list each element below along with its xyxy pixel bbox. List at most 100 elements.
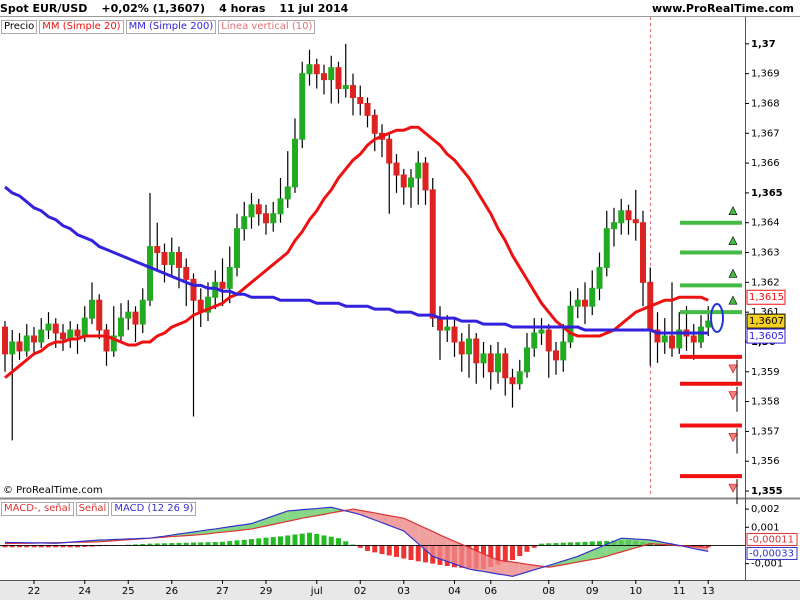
candle-body bbox=[458, 341, 465, 355]
candle-body bbox=[299, 73, 306, 140]
candle-body bbox=[161, 252, 168, 265]
price-label-box bbox=[746, 328, 786, 344]
histogram-bar bbox=[350, 544, 356, 546]
legend-signal: Señal bbox=[75, 502, 110, 516]
histogram-bar bbox=[2, 545, 8, 548]
candle-body bbox=[110, 335, 117, 352]
value-label: -0,00011 bbox=[749, 534, 794, 545]
histogram-bar bbox=[220, 541, 225, 546]
candle-body bbox=[632, 219, 639, 224]
candle-body bbox=[284, 186, 291, 200]
candle-body bbox=[313, 64, 320, 75]
macd-fill bbox=[461, 544, 469, 570]
x-tick-label: 24 bbox=[78, 586, 91, 597]
x-tick-label: 10 bbox=[629, 586, 642, 597]
candle-body bbox=[81, 317, 88, 337]
macd-fill bbox=[244, 523, 252, 530]
histogram-bar bbox=[539, 543, 544, 546]
histogram-bar bbox=[517, 545, 523, 556]
candle-body bbox=[661, 335, 668, 343]
histogram-bar bbox=[328, 536, 334, 546]
histogram-bar bbox=[241, 539, 247, 546]
x-tick-label: 02 bbox=[354, 586, 367, 597]
histogram-bar bbox=[604, 540, 610, 546]
histogram-bar bbox=[234, 540, 240, 546]
histogram-bar bbox=[38, 545, 44, 548]
histogram-bar bbox=[314, 534, 320, 546]
candle-body bbox=[154, 246, 161, 254]
x-tick-label: 22 bbox=[28, 586, 41, 597]
macd-panel bbox=[0, 506, 745, 577]
macd-fill bbox=[570, 556, 578, 564]
macd-fill bbox=[454, 541, 462, 567]
candle-body bbox=[393, 162, 400, 176]
x-tick-label: 27 bbox=[216, 586, 229, 597]
y-tick-label: 1,355 bbox=[751, 486, 783, 497]
candle-body bbox=[444, 326, 451, 331]
y-tick-label: 1,367 bbox=[751, 128, 780, 139]
histogram-bar bbox=[546, 543, 552, 546]
x-tick-label: 25 bbox=[122, 586, 135, 597]
candle-body bbox=[473, 338, 480, 364]
candle-body bbox=[386, 138, 393, 164]
candle-body bbox=[103, 329, 110, 352]
candle-body bbox=[654, 329, 661, 343]
histogram-bar bbox=[307, 532, 312, 546]
histogram-bar bbox=[183, 542, 189, 546]
candle-body bbox=[132, 311, 139, 325]
macd-fill bbox=[512, 562, 520, 577]
histogram-bar bbox=[162, 543, 167, 546]
macd-fill bbox=[309, 508, 317, 517]
candle-body bbox=[531, 332, 538, 349]
histogram-bar bbox=[372, 545, 378, 553]
candle-body bbox=[248, 204, 255, 218]
candle-body bbox=[277, 198, 284, 215]
histogram-bar bbox=[89, 545, 95, 547]
value-label: -0,00033 bbox=[749, 548, 794, 559]
candle-body bbox=[480, 353, 487, 364]
candle-body bbox=[690, 335, 697, 343]
histogram-bar bbox=[321, 535, 327, 546]
candle-body bbox=[60, 332, 66, 340]
x-tick-label: 06 bbox=[484, 586, 497, 597]
histogram-bar bbox=[705, 545, 711, 548]
y-tick-label: 1,369 bbox=[751, 69, 780, 80]
histogram-bar bbox=[365, 545, 370, 551]
candle-body bbox=[596, 266, 603, 289]
y-tick-label: 1,368 bbox=[751, 98, 780, 109]
histogram-bar bbox=[133, 544, 138, 546]
y-tick-label: 1,363 bbox=[751, 248, 780, 259]
candle-body bbox=[574, 299, 581, 307]
candle-body bbox=[357, 96, 364, 104]
value-label-box bbox=[746, 546, 798, 560]
candle-body bbox=[502, 353, 509, 379]
histogram-bar bbox=[408, 545, 414, 560]
histogram-bar bbox=[524, 545, 530, 552]
macd-fill bbox=[440, 534, 448, 562]
candle-body bbox=[2, 326, 8, 355]
macd-fill bbox=[592, 547, 600, 560]
macd-fill bbox=[382, 514, 390, 526]
x-tick-label: 26 bbox=[165, 586, 178, 597]
date: 11 jul 2014 bbox=[279, 1, 349, 15]
legend-vertical-line: Línea vertical (10) bbox=[218, 20, 316, 34]
histogram-bar bbox=[154, 543, 160, 546]
histogram-bar bbox=[24, 545, 30, 548]
value-label-box bbox=[746, 532, 798, 546]
histogram-bar bbox=[9, 545, 15, 548]
level-arrow bbox=[728, 364, 738, 374]
macd-fill bbox=[295, 509, 303, 520]
candle-body bbox=[611, 222, 617, 230]
candle-body bbox=[328, 67, 335, 81]
y-tick-label: 1,357 bbox=[751, 426, 780, 437]
macd-fill bbox=[476, 550, 484, 572]
macd-fill bbox=[614, 538, 622, 554]
change: +0,02% (1,3607) bbox=[101, 1, 206, 15]
candle-body bbox=[255, 204, 262, 215]
histogram-bar bbox=[82, 545, 88, 547]
date-axis-background bbox=[0, 580, 800, 600]
legend-ma200: MM (Simple 200) bbox=[125, 20, 217, 34]
x-tick-label: 04 bbox=[448, 586, 461, 597]
candle-body bbox=[495, 353, 501, 373]
y-tick-label: 1,365 bbox=[751, 188, 783, 199]
